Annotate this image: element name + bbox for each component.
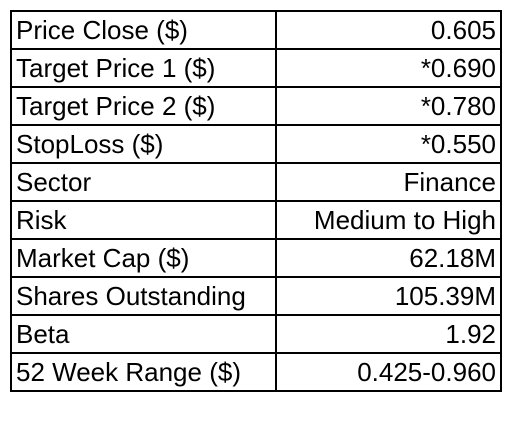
- row-label-beta: Beta: [10, 314, 277, 354]
- row-value-stoploss: *0.550: [275, 124, 502, 164]
- row-label-price-close: Price Close ($): [10, 10, 277, 50]
- row-value-market-cap: 62.18M: [275, 238, 502, 278]
- table-row: Beta 1.92: [10, 314, 502, 354]
- row-value-beta: 1.92: [275, 314, 502, 354]
- row-value-sector: Finance: [275, 162, 502, 202]
- table-row: Sector Finance: [10, 162, 502, 202]
- table-row: Target Price 1 ($) *0.690: [10, 48, 502, 88]
- row-label-shares-outstanding: Shares Outstanding: [10, 276, 277, 316]
- row-label-target-price-2: Target Price 2 ($): [10, 86, 277, 126]
- row-label-market-cap: Market Cap ($): [10, 238, 277, 278]
- row-value-risk: Medium to High: [275, 200, 502, 240]
- row-value-target-price-2: *0.780: [275, 86, 502, 126]
- table-row: Target Price 2 ($) *0.780: [10, 86, 502, 126]
- row-value-price-close: 0.605: [275, 10, 502, 50]
- row-value-target-price-1: *0.690: [275, 48, 502, 88]
- row-label-52-week-range: 52 Week Range ($): [10, 352, 277, 392]
- row-label-stoploss: StopLoss ($): [10, 124, 277, 164]
- table-row: Shares Outstanding 105.39M: [10, 276, 502, 316]
- row-value-52-week-range: 0.425-0.960: [275, 352, 502, 392]
- stock-summary-table-container: Price Close ($) 0.605 Target Price 1 ($)…: [10, 10, 502, 427]
- table-row: StopLoss ($) *0.550: [10, 124, 502, 164]
- table-row: Market Cap ($) 62.18M: [10, 238, 502, 278]
- stock-summary-table: Price Close ($) 0.605 Target Price 1 ($)…: [10, 10, 502, 392]
- row-label-risk: Risk: [10, 200, 277, 240]
- table-row: Price Close ($) 0.605: [10, 10, 502, 50]
- row-label-target-price-1: Target Price 1 ($): [10, 48, 277, 88]
- table-row: 52 Week Range ($) 0.425-0.960: [10, 352, 502, 392]
- table-row: Risk Medium to High: [10, 200, 502, 240]
- row-label-sector: Sector: [10, 162, 277, 202]
- row-value-shares-outstanding: 105.39M: [275, 276, 502, 316]
